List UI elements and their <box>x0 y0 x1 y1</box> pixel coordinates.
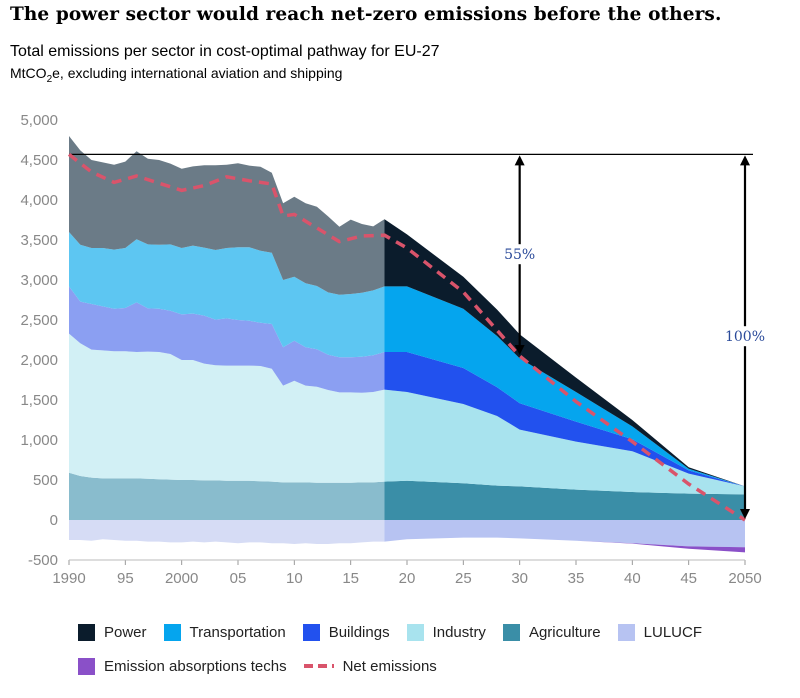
annotation-arrowhead-up <box>740 155 750 166</box>
headline: The power sector would reach net-zero em… <box>10 4 722 25</box>
x-tick-label: 2050 <box>728 570 761 587</box>
y-tick-label: 500 <box>33 472 58 489</box>
legend-label: Buildings <box>328 623 390 641</box>
chart-lines <box>67 153 753 522</box>
legend-label: Net emissions <box>342 657 437 675</box>
chart-areas <box>69 136 745 553</box>
legend-label: Transportation <box>189 623 286 641</box>
area-transportation-historical <box>69 232 385 358</box>
area-buildings-historical <box>69 286 385 393</box>
annotation-arrowhead-down <box>514 345 525 355</box>
x-tick-label: 2000 <box>165 570 198 587</box>
y-tick-label: 2,000 <box>20 352 58 369</box>
area-industry-projected <box>384 389 745 495</box>
x-tick-label: 20 <box>399 570 416 587</box>
y-tick-label: 1,500 <box>20 392 58 409</box>
legend-item-net-emissions: Net emissions <box>303 657 437 675</box>
legend-label: Agriculture <box>528 623 601 641</box>
annotation-label-background <box>497 244 542 265</box>
legend-row: Power Transportation Buildings Industry Agri… <box>78 618 778 646</box>
legend-item-buildings: Buildings <box>302 623 390 641</box>
legend-item-lulucf: LULUCF <box>617 623 702 641</box>
units-sub: 2 <box>46 73 53 85</box>
x-tick-label: 30 <box>511 570 528 587</box>
x-tick-label: 25 <box>455 570 472 587</box>
annotation-label-background <box>720 326 770 347</box>
area-agriculture-historical <box>69 472 385 520</box>
legend-swatch <box>406 623 424 641</box>
x-tick-label: 10 <box>286 570 303 587</box>
area-buildings-projected <box>384 352 745 487</box>
emissions-area-chart: 5,000 4,500 4,000 3,500 3,000 2,500 2,000 1,500… <box>20 112 770 587</box>
units-post: e, excluding international aviation and … <box>52 65 343 81</box>
area-lulucf-projected <box>384 520 745 548</box>
annotation-arrowhead-up <box>514 155 525 166</box>
y-axis: 5,000 4,500 4,000 3,500 3,000 2,500 2,000 1,500… <box>20 112 58 569</box>
y-tick-label: 4,500 <box>20 152 58 169</box>
y-tick-label: -500 <box>28 552 58 569</box>
legend-label: LULUCF <box>643 623 702 641</box>
legend-swatch <box>163 623 181 641</box>
legend-item-agriculture: Agriculture <box>502 623 601 641</box>
area-power-historical <box>69 136 385 295</box>
area-lulucf-historical <box>69 520 385 544</box>
legend-label: Emission absorptions techs <box>104 657 287 675</box>
area-transportation-projected <box>384 286 745 487</box>
annotation-100: 100% <box>720 155 770 519</box>
annotation-arrowhead-down <box>740 509 750 519</box>
x-axis: 1990 95 2000 05 10 15 20 25 30 35 40 45 2050 <box>52 559 762 587</box>
y-tick-label: 0 <box>50 512 58 529</box>
legend-label: Industry <box>432 623 486 641</box>
legend-swatch <box>302 623 320 641</box>
legend-swatch <box>502 623 520 641</box>
legend-row: Emission absorptions techs Net emissions <box>78 652 778 680</box>
x-tick-label: 35 <box>568 570 585 587</box>
legend-swatch <box>78 623 95 641</box>
annotation-label: 100% <box>725 329 765 345</box>
legend-swatch <box>617 623 635 641</box>
legend-label: Power <box>104 623 147 641</box>
area-industry-historical <box>69 333 385 483</box>
x-tick-label: 40 <box>624 570 641 587</box>
x-tick-label: 1990 <box>52 570 85 587</box>
legend-swatch <box>303 664 334 668</box>
chart-title: Total emissions per sector in cost-optim… <box>10 43 440 60</box>
x-tick-label: 45 <box>680 570 697 587</box>
area-agriculture-projected <box>384 480 745 520</box>
annotation-55: 55% <box>497 155 542 355</box>
y-tick-label: 2,500 <box>20 312 58 329</box>
legend-item-transportation: Transportation <box>163 623 286 641</box>
legend-item-emission-absorptions-techs: Emission absorptions techs <box>78 657 287 675</box>
annotation-label: 55% <box>504 247 535 263</box>
legend-item-power: Power <box>78 623 147 641</box>
x-tick-label: 15 <box>342 570 359 587</box>
y-tick-label: 5,000 <box>20 112 58 129</box>
area-power-projected <box>384 219 745 487</box>
chart-units: MtCO2e, excluding international aviation… <box>10 65 342 85</box>
y-tick-label: 3,000 <box>20 272 58 289</box>
legend: Power Transportation Buildings Industry Agri… <box>78 618 778 686</box>
x-tick-label: 95 <box>117 570 134 587</box>
units-pre: MtCO <box>10 65 47 81</box>
legend-item-industry: Industry <box>406 623 486 641</box>
legend-swatch <box>78 657 95 675</box>
y-tick-label: 1,000 <box>20 432 58 449</box>
y-tick-label: 3,500 <box>20 232 58 249</box>
y-tick-label: 4,000 <box>20 192 58 209</box>
annotations: 55% 100% <box>497 155 770 519</box>
net-emissions-line <box>67 153 746 522</box>
x-tick-label: 05 <box>230 570 247 587</box>
